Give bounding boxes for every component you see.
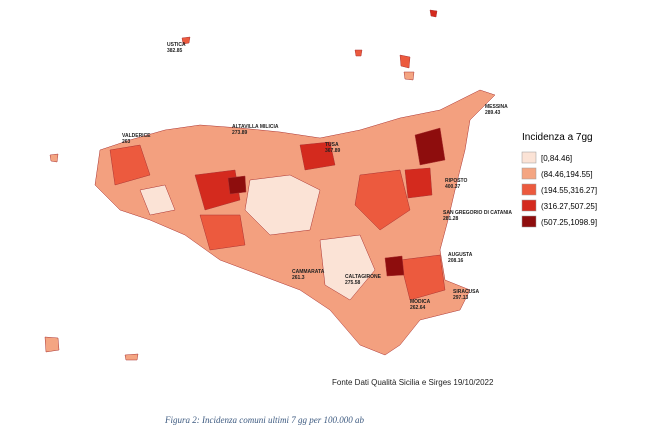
place-name: RIPOSTO	[445, 178, 468, 184]
legend-swatch	[521, 199, 537, 212]
place-name: SIRACUSA	[453, 289, 480, 295]
area-light	[319, 234, 376, 301]
area-light	[139, 184, 176, 216]
place-value: 281.28	[443, 216, 459, 222]
area-veryhigh	[227, 175, 247, 195]
island	[429, 9, 438, 18]
source: Fonte Dati Qualità Sicilia e Sirges 19/1…	[332, 378, 494, 387]
legend-label: (84.46,194.55]	[541, 170, 593, 179]
island	[44, 336, 60, 353]
legend-swatch	[521, 167, 537, 180]
place-value: 289.43	[485, 110, 501, 116]
place-name: CALTAGIRONE	[345, 274, 382, 280]
place-name: MODICA	[410, 299, 431, 305]
area-light	[244, 174, 321, 236]
legend-swatch	[521, 215, 537, 228]
island	[124, 353, 139, 361]
legend-swatch	[521, 151, 537, 164]
island	[49, 153, 59, 163]
place-value: 382.85	[167, 48, 183, 54]
place-name: VALDERICE	[122, 133, 151, 139]
place-value: 263	[122, 139, 131, 145]
legend-label: (194.55,316.27]	[541, 186, 597, 195]
place-name: TUSA	[325, 142, 339, 148]
place-value: 275.58	[345, 280, 361, 286]
place-name: ALTAVILLA MILICIA	[232, 124, 279, 130]
place-name: CAMMARATA	[292, 269, 325, 275]
island	[181, 36, 191, 45]
island	[403, 71, 415, 81]
place-value: 273.89	[232, 130, 248, 136]
area-medium	[399, 254, 446, 301]
area-high	[404, 167, 433, 199]
legend-title: Incidenza a 7gg	[522, 132, 593, 143]
legend-swatch	[521, 183, 537, 196]
place-name: USTICA	[167, 42, 186, 48]
legend: Incidenza a 7gg [0,84.46] (84.46,194.55] (…	[521, 132, 597, 228]
legend-label: (316.27,507.25]	[541, 202, 597, 211]
map	[44, 9, 496, 361]
area-veryhigh	[414, 127, 446, 166]
legend-label: [0,84.46]	[541, 154, 572, 163]
place-value: 400.37	[445, 184, 461, 190]
island	[399, 54, 411, 69]
area-medium	[199, 214, 246, 251]
area-medium	[354, 169, 411, 231]
place-value: 261.3	[292, 275, 305, 281]
island	[354, 49, 363, 57]
place-name: MESSINA	[485, 104, 508, 110]
area-veryhigh	[384, 255, 405, 277]
place-value: 262.64	[410, 305, 426, 311]
area-medium	[109, 144, 151, 186]
caption: Figura 2: Incidenza comuni ultimi 7 gg p…	[164, 415, 364, 425]
legend-label: (507.25,1098.9]	[541, 218, 597, 227]
area-high	[299, 141, 336, 171]
place-name: SAN GREGORIO DI CATANIA	[443, 210, 512, 216]
place-value: 367.89	[325, 148, 341, 154]
place-value: 297.13	[453, 295, 469, 301]
place-value: 208.16	[448, 258, 464, 264]
place-name: AUGUSTA	[448, 252, 473, 258]
